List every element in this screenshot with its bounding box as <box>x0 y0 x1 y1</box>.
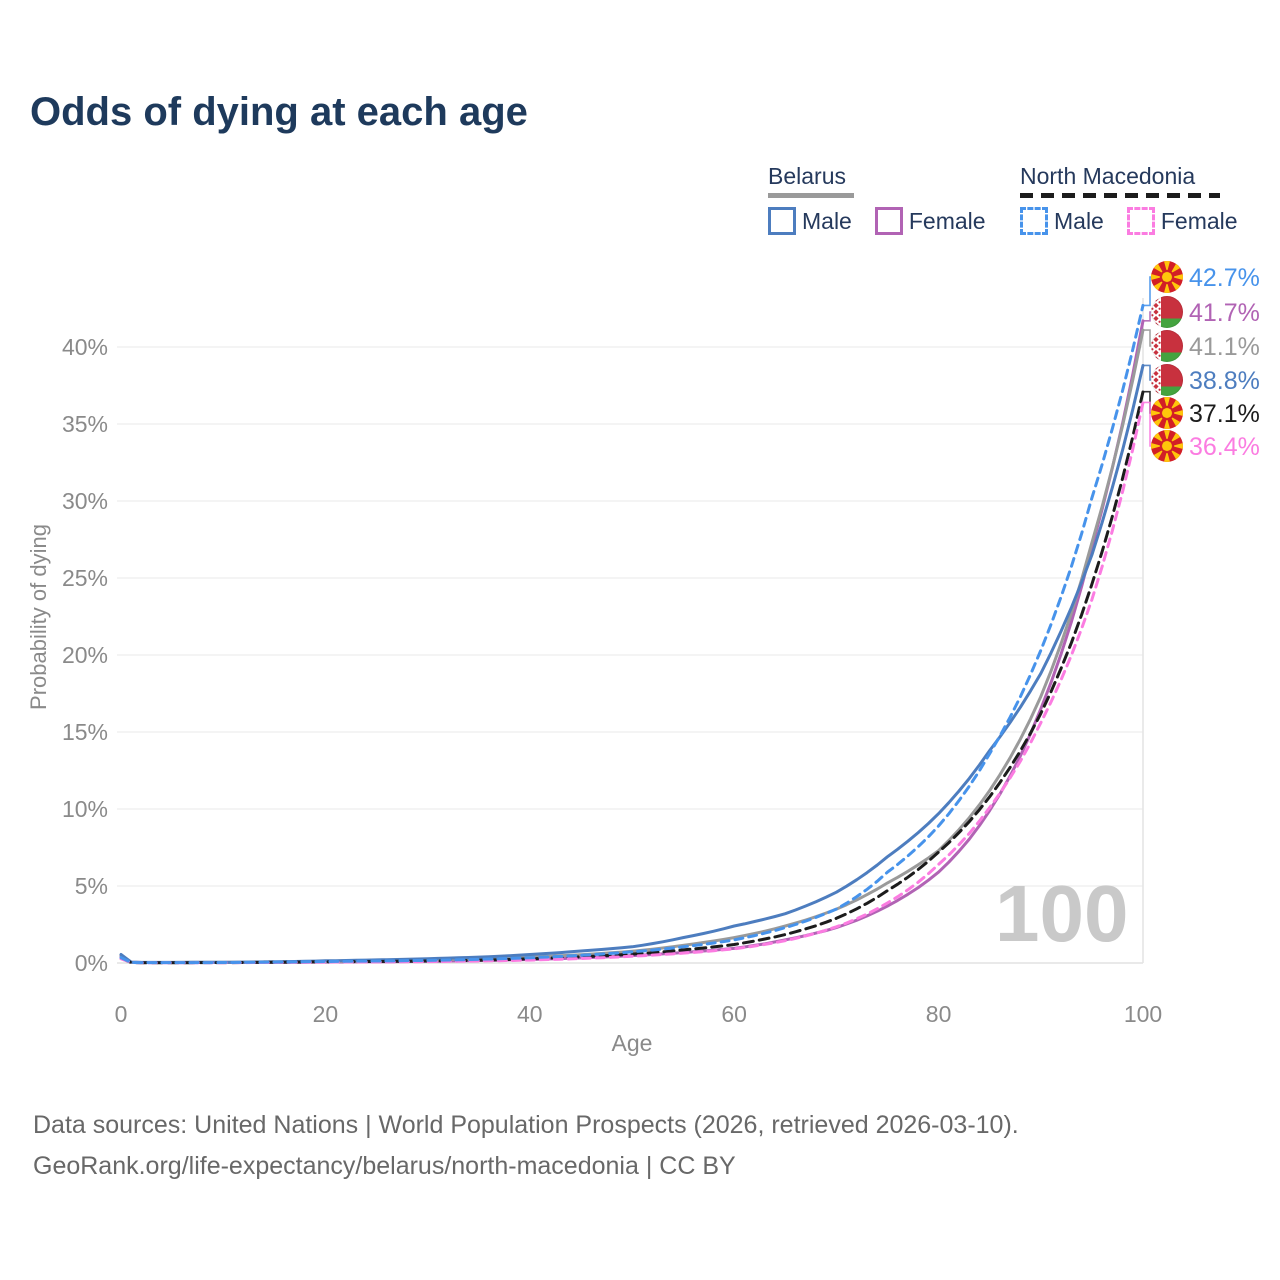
belarus-female-swatch-icon <box>874 207 903 235</box>
legend-item-label: Male <box>802 207 852 234</box>
legend-header-belarus: Belarus <box>768 163 846 189</box>
end-label-value-belarus-male: 38.8% <box>1189 367 1260 395</box>
legend-group-north-macedonia: North Macedonia Male Female <box>1020 163 1254 235</box>
belarus-male-swatch-icon <box>768 207 796 235</box>
end-label-value-nm-male: 42.7% <box>1189 264 1260 292</box>
y-tick-label: 25% <box>62 565 108 591</box>
end-label-value-nm-female: 36.4% <box>1189 433 1260 461</box>
y-tick-label: 35% <box>62 411 108 437</box>
by-flag-icon <box>1151 296 1183 328</box>
series-line-nm-male[interactable] <box>119 303 1145 965</box>
series-line-belarus-male[interactable] <box>119 364 1145 964</box>
x-tick-label: 0 <box>115 1001 128 1027</box>
page-title: Odds of dying at each age <box>30 90 528 134</box>
series-line-belarus-female[interactable] <box>119 319 1145 964</box>
legend-item-belarus-male[interactable]: Male <box>768 207 852 235</box>
legend-header-north-macedonia: North Macedonia <box>1020 163 1196 189</box>
belarus-overall-line-sample <box>768 193 854 198</box>
x-tick-label: 40 <box>517 1001 543 1027</box>
attribution-line: GeoRank.org/life-expectancy/belarus/nort… <box>33 1152 736 1180</box>
x-tick-label: 60 <box>721 1001 747 1027</box>
legend-item-label: Female <box>1160 207 1238 234</box>
by-flag-icon <box>1151 364 1183 396</box>
legend-item-label: Male <box>1054 207 1104 234</box>
nm-flag-icon <box>1151 430 1183 462</box>
y-tick-label: 20% <box>62 642 108 668</box>
legend-item-belarus-female[interactable]: Female <box>874 207 986 235</box>
age-counter-watermark: 100 <box>995 869 1129 958</box>
end-label-value-belarus-overall: 41.1% <box>1189 333 1260 361</box>
y-tick-label: 10% <box>62 796 108 822</box>
end-label-value-belarus-female: 41.7% <box>1189 299 1260 327</box>
nm-female-swatch-icon <box>1126 207 1155 235</box>
y-tick-label: 30% <box>62 488 108 514</box>
nm-male-swatch-icon <box>1020 207 1048 235</box>
legend-group-belarus: Belarus Male Female <box>768 163 1002 235</box>
series-line-nm-overall[interactable] <box>119 390 1145 965</box>
end-label-value-nm-overall: 37.1% <box>1189 400 1260 428</box>
legend-item-nm-male[interactable]: Male <box>1020 207 1104 235</box>
y-tick-label: 5% <box>75 873 108 899</box>
nm-flag-icon <box>1151 397 1183 429</box>
series-line-belarus-overall[interactable] <box>119 328 1145 964</box>
legend-item-nm-female[interactable]: Female <box>1126 207 1238 235</box>
data-sources-footer: Data sources: United Nations | World Pop… <box>33 1105 1019 1187</box>
legend-item-label: Female <box>908 207 986 234</box>
x-tick-label: 20 <box>313 1001 339 1027</box>
data-sources-line: Data sources: United Nations | World Pop… <box>33 1111 1019 1139</box>
x-tick-label: 100 <box>1124 1001 1162 1027</box>
y-tick-label: 40% <box>62 334 108 360</box>
by-flag-icon <box>1151 330 1183 362</box>
y-tick-label: 0% <box>75 950 108 976</box>
x-tick-label: 80 <box>926 1001 952 1027</box>
y-tick-label: 15% <box>62 719 108 745</box>
series-line-nm-female[interactable] <box>119 400 1145 965</box>
y-axis-title: Probability of dying <box>26 524 51 710</box>
x-axis-title: Age <box>612 1030 653 1056</box>
north-macedonia-overall-line-sample <box>1020 193 1220 198</box>
nm-flag-icon <box>1151 261 1183 293</box>
